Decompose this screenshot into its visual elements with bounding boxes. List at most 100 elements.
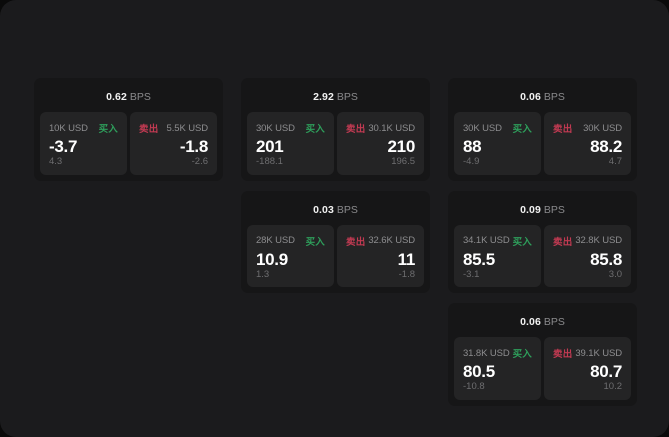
bps-unit: BPS (129, 91, 151, 103)
sell-main-value: 85.8 (590, 249, 622, 269)
buy-sub-value: -10.8 (463, 381, 485, 392)
spread-card-grid: 0.62 BPS 10K USD 买入 -3.7 4.3 卖出 (34, 78, 637, 406)
buy-sub-value: -3.1 (463, 268, 480, 280)
sell-panel-header: 卖出 30K USD (553, 121, 622, 136)
sell-panel[interactable]: 卖出 30K USD 88.2 4.7 (544, 112, 631, 175)
buy-panel[interactable]: 10K USD 买入 -3.7 4.3 (40, 112, 127, 175)
buy-panel-header: 30K USD 买入 (463, 121, 532, 136)
sell-side-label: 卖出 (553, 124, 573, 135)
sell-side-label: 卖出 (553, 236, 573, 248)
sell-main-value: -1.8 (179, 137, 208, 156)
sell-sub-value: 4.7 (608, 156, 622, 167)
card-panels: 30K USD 买入 88 -4.9 卖出 30K USD 88.2 4.7 (454, 112, 631, 175)
spread-card[interactable]: 0.03 BPS 28K USD 买入 10.9 1.3 卖出 (241, 190, 430, 293)
sell-sub-value: 196.5 (391, 156, 415, 167)
card-panels: 34.1K USD 买入 85.5 -3.1 卖出 32.8K USD 85.8… (454, 224, 631, 287)
buy-panel[interactable]: 31.8K USD 买入 80.5 -10.8 (454, 337, 541, 400)
sell-panel-header: 卖出 32.8K USD (553, 234, 622, 248)
spread-card[interactable]: 0.06 BPS 31.8K USD 买入 80.5 -10.8 卖出 (448, 303, 637, 406)
buy-main-value: 10.9 (256, 249, 288, 269)
sell-sub-value: 3.0 (608, 268, 622, 280)
sell-panel[interactable]: 卖出 30.1K USD 210 196.5 (337, 112, 424, 175)
sell-main-value: 210 (387, 137, 416, 156)
sell-panel-header: 卖出 5.5K USD (139, 121, 209, 136)
buy-panel[interactable]: 28K USD 买入 10.9 1.3 (247, 224, 334, 287)
sell-side-label: 卖出 (346, 236, 366, 248)
buy-panel-header: 30K USD 买入 (256, 121, 325, 136)
sell-size-label: 32.6K USD (368, 235, 415, 246)
buy-main-value: -3.7 (49, 137, 78, 156)
bps-value: 0.06 (520, 91, 541, 103)
buy-panel-header: 10K USD 买入 (49, 121, 118, 136)
spread-card[interactable]: 0.62 BPS 10K USD 买入 -3.7 4.3 卖出 (34, 78, 223, 181)
card-header: 0.06 BPS (454, 85, 631, 112)
buy-size-label: 31.8K USD (463, 347, 510, 359)
bps-value: 0.62 (106, 91, 127, 103)
buy-side-label: 买入 (512, 236, 532, 248)
bps-value: 0.09 (520, 203, 541, 216)
sell-size-label: 5.5K USD (166, 122, 209, 134)
buy-side-label: 买入 (305, 124, 325, 135)
card-header: 0.03 BPS (247, 198, 424, 225)
bps-unit: BPS (336, 203, 358, 216)
sell-size-label: 30K USD (583, 122, 622, 134)
card-header: 2.92 BPS (247, 85, 424, 112)
buy-sub-value: 1.3 (256, 268, 270, 280)
sell-size-label: 32.8K USD (575, 235, 622, 246)
sell-side-label: 卖出 (346, 124, 366, 135)
sell-panel[interactable]: 卖出 32.8K USD 85.8 3.0 (544, 224, 631, 287)
buy-panel-header: 34.1K USD 买入 (463, 234, 532, 248)
buy-main-value: 80.5 (463, 362, 495, 381)
card-column-2: 2.92 BPS 30K USD 买入 201 -188.1 卖出 (241, 78, 430, 293)
sell-main-value: 88.2 (590, 137, 622, 156)
spread-card[interactable]: 0.06 BPS 30K USD 买入 88 -4.9 卖出 (448, 78, 637, 181)
sell-panel[interactable]: 卖出 32.6K USD 11 -1.8 (337, 224, 424, 287)
buy-panel-header: 28K USD 买入 (256, 234, 325, 248)
card-column-1: 0.62 BPS 10K USD 买入 -3.7 4.3 卖出 (34, 78, 223, 181)
bps-value: 2.92 (313, 91, 334, 103)
sell-size-label: 30.1K USD (368, 122, 415, 134)
buy-sub-value: 4.3 (49, 156, 63, 167)
card-header: 0.09 BPS (454, 198, 631, 225)
buy-sub-value: -188.1 (256, 156, 283, 167)
sell-panel[interactable]: 卖出 5.5K USD -1.8 -2.6 (130, 112, 217, 175)
card-header: 0.06 BPS (454, 310, 631, 337)
buy-main-value: 88 (463, 137, 482, 156)
card-header: 0.62 BPS (40, 85, 217, 112)
card-panels: 31.8K USD 买入 80.5 -10.8 卖出 39.1K USD 80.… (454, 337, 631, 400)
bps-unit: BPS (543, 316, 565, 328)
buy-side-label: 买入 (305, 236, 325, 248)
sell-panel-header: 卖出 32.6K USD (346, 234, 415, 248)
buy-panel[interactable]: 30K USD 买入 201 -188.1 (247, 112, 334, 175)
sell-sub-value: 10.2 (603, 381, 623, 392)
card-panels: 10K USD 买入 -3.7 4.3 卖出 5.5K USD -1.8 -2.… (40, 112, 217, 175)
bps-value: 0.06 (520, 316, 541, 328)
card-panels: 28K USD 买入 10.9 1.3 卖出 32.6K USD 11 -1.8 (247, 224, 424, 287)
buy-size-label: 30K USD (463, 122, 502, 134)
bps-value: 0.03 (313, 203, 334, 216)
buy-main-value: 85.5 (463, 249, 495, 269)
sell-panel-header: 卖出 30.1K USD (346, 121, 415, 136)
spread-card[interactable]: 2.92 BPS 30K USD 买入 201 -188.1 卖出 (241, 78, 430, 181)
buy-panel[interactable]: 34.1K USD 买入 85.5 -3.1 (454, 224, 541, 287)
buy-size-label: 30K USD (256, 122, 295, 134)
sell-panel-header: 卖出 39.1K USD (553, 346, 622, 361)
buy-side-label: 买入 (512, 349, 532, 360)
buy-size-label: 10K USD (49, 122, 88, 134)
buy-panel-header: 31.8K USD 买入 (463, 346, 532, 361)
bps-unit: BPS (543, 91, 565, 103)
buy-panel[interactable]: 30K USD 买入 88 -4.9 (454, 112, 541, 175)
card-column-3: 0.06 BPS 30K USD 买入 88 -4.9 卖出 (448, 78, 637, 406)
buy-side-label: 买入 (98, 124, 118, 135)
bps-unit: BPS (336, 91, 358, 103)
sell-side-label: 卖出 (139, 124, 159, 135)
buy-size-label: 28K USD (256, 235, 295, 246)
sell-main-value: 80.7 (590, 362, 622, 381)
sell-sub-value: -2.6 (191, 156, 208, 167)
spread-card[interactable]: 0.09 BPS 34.1K USD 买入 85.5 -3.1 卖出 (448, 190, 637, 293)
sell-sub-value: -1.8 (398, 268, 415, 280)
buy-sub-value: -4.9 (463, 156, 480, 167)
sell-main-value: 11 (397, 249, 416, 269)
sell-panel[interactable]: 卖出 39.1K USD 80.7 10.2 (544, 337, 631, 400)
